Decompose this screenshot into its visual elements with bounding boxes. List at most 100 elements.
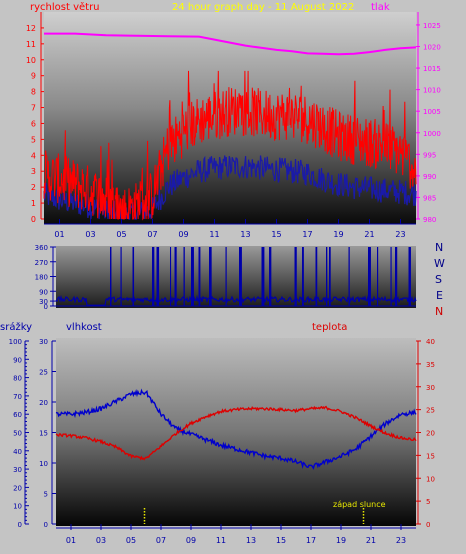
time-tick-label: 15 <box>271 230 281 239</box>
humidity-series-line <box>55 388 417 470</box>
time-tick-label: 09 <box>178 230 188 239</box>
time-tick-label-bottom: 03 <box>96 536 106 545</box>
time-tick-label: 11 <box>209 230 219 239</box>
direction-tick-label: 30 <box>39 298 48 306</box>
pressure-tick-label: 995 <box>423 151 436 159</box>
wind-tick-label: 11 <box>26 40 36 49</box>
precip-tick-label: 20 <box>13 484 22 492</box>
direction-tick-label: 0 <box>44 303 48 311</box>
compass-n-bottom: N <box>435 305 443 318</box>
temperature-label: teplota <box>312 322 347 333</box>
wind-tick-label: 12 <box>26 24 36 33</box>
pressure-tick-label: 990 <box>423 173 436 181</box>
direction-spike <box>120 247 122 306</box>
time-tick-label-bottom: 21 <box>366 536 376 545</box>
direction-spike <box>261 247 265 306</box>
humidity-tick-label: 5 <box>44 491 48 499</box>
compass-s: S <box>435 273 442 286</box>
direction-spike <box>315 247 318 306</box>
direction-series-line <box>55 294 417 306</box>
precip-tick-label: 90 <box>13 356 22 364</box>
time-tick-label-bottom: 07 <box>156 536 166 545</box>
compass-e: E <box>436 289 443 302</box>
time-tick-label: 05 <box>116 230 126 239</box>
chart-marks: 0123456789101112980985990995100010051010… <box>9 12 441 545</box>
pressure-tick-label: 985 <box>423 194 436 202</box>
direction-spike <box>329 247 331 306</box>
pressure-label: tlak <box>371 2 390 13</box>
direction-spike <box>390 247 392 306</box>
time-tick-label: 21 <box>364 230 374 239</box>
time-tick-label-bottom: 01 <box>66 536 76 545</box>
compass-w: W <box>434 257 445 270</box>
direction-spike <box>294 247 297 306</box>
temperature-tick-label: 35 <box>426 361 435 369</box>
temperature-tick-label: 10 <box>426 475 435 483</box>
direction-spike <box>239 247 242 306</box>
direction-spike <box>156 247 160 306</box>
wind-tick-label: 1 <box>31 199 36 208</box>
time-tick-label: 03 <box>85 230 95 239</box>
direction-tick-label: 180 <box>35 274 48 282</box>
pressure-tick-label: 1020 <box>423 44 441 52</box>
direction-tick-label: 90 <box>39 288 48 296</box>
direction-spike <box>110 247 112 306</box>
wind-tick-label: 9 <box>31 72 36 81</box>
direction-tick-label: 270 <box>35 259 48 267</box>
direction-spike <box>170 247 172 306</box>
compass-n-top: N <box>435 241 443 254</box>
temperature-tick-label: 5 <box>426 498 430 506</box>
time-tick-label-bottom: 13 <box>246 536 256 545</box>
sunset-label: západ slunce <box>333 500 386 509</box>
direction-spike <box>368 247 371 306</box>
humidity-tick-label: 10 <box>39 460 48 468</box>
direction-spike <box>225 247 227 306</box>
precip-tick-label: 10 <box>13 503 22 511</box>
direction-spike <box>191 247 194 306</box>
direction-spike <box>348 247 350 306</box>
precip-tick-label: 70 <box>13 393 22 401</box>
direction-spike <box>174 247 177 306</box>
wind-tick-label: 7 <box>31 104 36 113</box>
direction-spike <box>152 247 155 306</box>
pressure-tick-label: 1005 <box>423 108 441 116</box>
wind-tick-label: 4 <box>31 151 36 160</box>
direction-tick-label: 360 <box>35 244 48 252</box>
time-tick-label-bottom: 09 <box>186 536 196 545</box>
time-tick-label: 17 <box>302 230 312 239</box>
direction-spike <box>302 247 304 306</box>
temperature-tick-label: 30 <box>426 384 435 392</box>
precip-tick-label: 30 <box>13 466 22 474</box>
direction-spike <box>209 247 212 306</box>
time-tick-label-bottom: 05 <box>126 536 136 545</box>
temp-panel-bg <box>56 338 416 526</box>
temperature-tick-label: 40 <box>426 338 435 346</box>
temperature-tick-label: 25 <box>426 407 435 415</box>
precip-tick-label: 40 <box>13 448 22 456</box>
precip-tick-label: 60 <box>13 411 22 419</box>
precip-tick-label: 100 <box>9 338 22 346</box>
time-tick-label-bottom: 11 <box>216 536 226 545</box>
wind-gust-line <box>43 70 417 221</box>
pressure-tick-label: 1010 <box>423 87 441 95</box>
precip-tick-label: 80 <box>13 375 22 383</box>
pressure-tick-label: 1000 <box>423 130 441 138</box>
precip-tick-label: 0 <box>18 521 22 529</box>
pressure-series-line <box>44 32 417 56</box>
wind-tick-label: 6 <box>31 119 36 128</box>
humidity-tick-label: 0 <box>44 521 48 529</box>
temperature-tick-label: 15 <box>426 452 435 460</box>
pressure-tick-label: 980 <box>423 216 436 224</box>
wind-tick-label: 5 <box>31 135 36 144</box>
precip-label: srážky <box>0 321 32 333</box>
time-tick-label-bottom: 19 <box>336 536 346 545</box>
time-tick-label-bottom: 17 <box>306 536 316 545</box>
wind-tick-label: 10 <box>26 56 36 65</box>
direction-panel-bg <box>56 246 416 308</box>
wind-tick-label: 8 <box>31 88 36 97</box>
wind-tick-label: 2 <box>31 183 36 192</box>
humidity-tick-label: 20 <box>39 399 48 407</box>
direction-spike <box>198 247 201 306</box>
